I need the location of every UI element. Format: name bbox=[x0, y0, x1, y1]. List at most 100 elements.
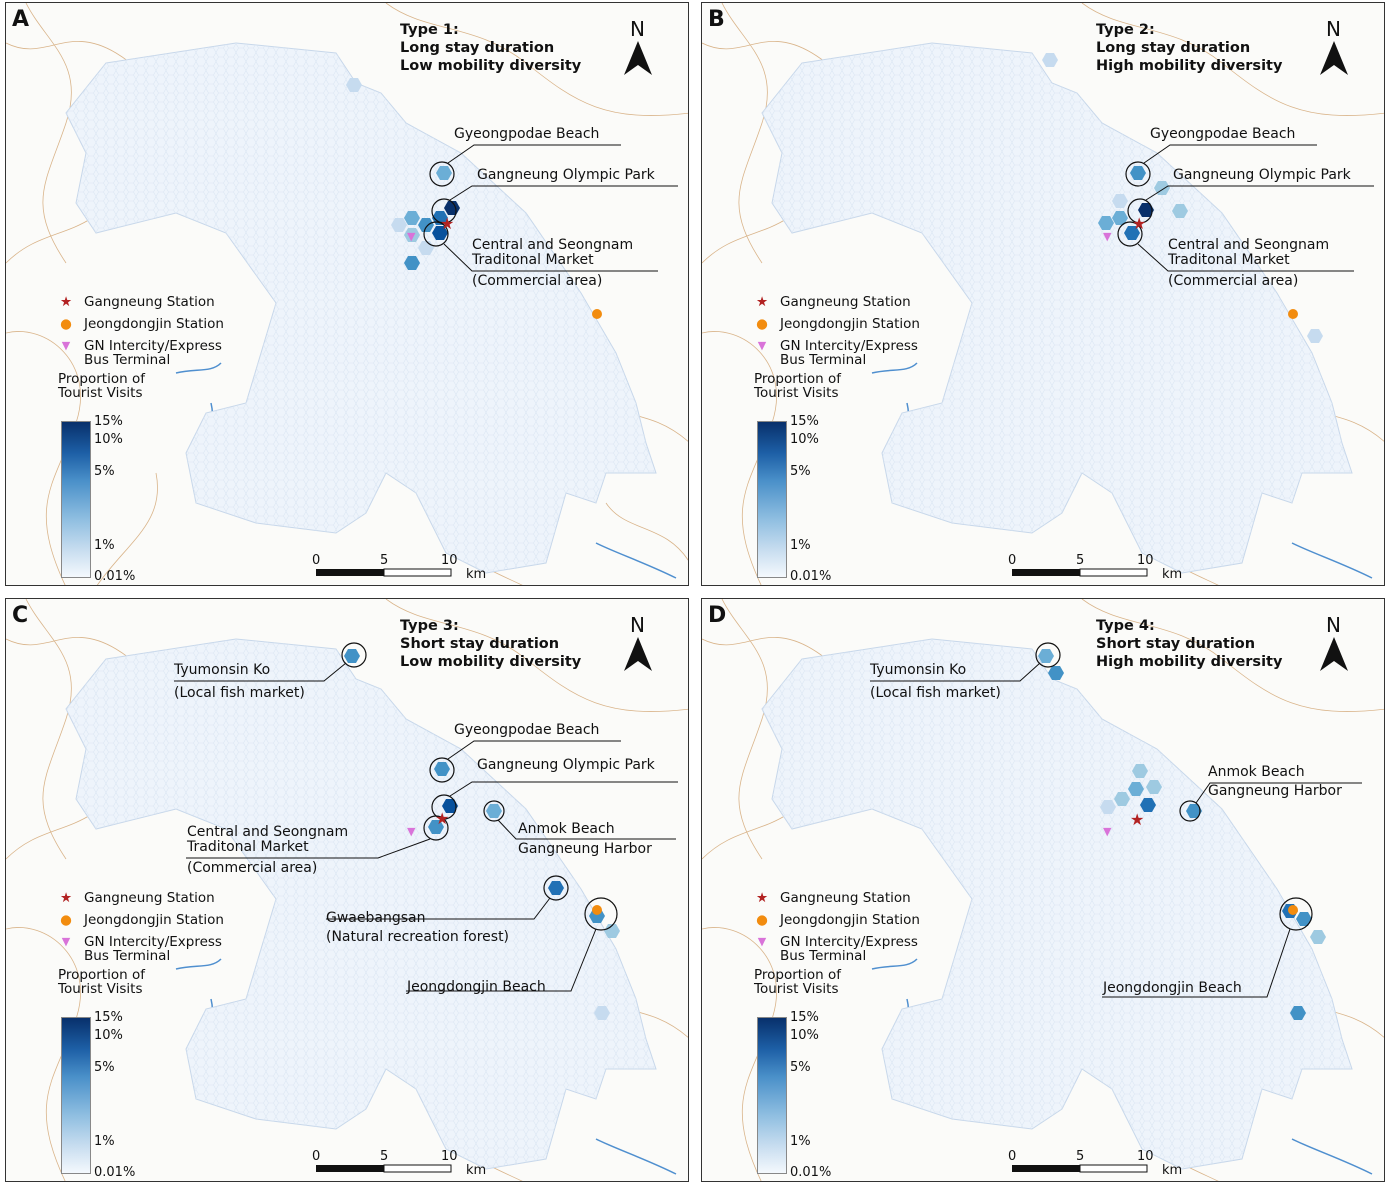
cbar-tick: 0.01% bbox=[94, 569, 136, 584]
star-icon: ★ bbox=[755, 294, 769, 310]
cbar-tick: 0.01% bbox=[790, 1165, 832, 1180]
callout-gwaebangsan-sub: (Natural recreation forest) bbox=[326, 929, 510, 945]
callout-tyumonsin-sub: (Local fish market) bbox=[870, 685, 1001, 701]
colorbar-title: Proportion of Tourist Visits bbox=[58, 967, 145, 997]
bus-terminal-marker: ▼ bbox=[407, 825, 416, 838]
panel-title: Type 3: Short stay duration Low mobility… bbox=[400, 618, 582, 670]
bus-terminal-marker: ▼ bbox=[407, 230, 416, 243]
jeongdongjin-station-marker bbox=[1288, 309, 1298, 319]
colorbar bbox=[757, 421, 787, 578]
station-star: ★ bbox=[435, 809, 449, 828]
colorbar bbox=[61, 421, 91, 578]
callout-circles bbox=[423, 161, 457, 247]
callout-circles bbox=[1035, 642, 1313, 931]
triangle-down-icon: ▼ bbox=[61, 339, 71, 352]
north-arrow-icon bbox=[1320, 637, 1348, 671]
scale-unit: km bbox=[466, 1163, 487, 1178]
cbar-tick: 1% bbox=[94, 1134, 115, 1149]
panel-title: Type 1: Long stay duration Low mobility … bbox=[400, 22, 582, 74]
cbar-tick: 10% bbox=[790, 1028, 819, 1043]
callout-gyeongpodae: Gyeongpodae Beach bbox=[454, 722, 600, 738]
hotspot-hexes bbox=[344, 649, 620, 1020]
north-indicator: N bbox=[1326, 613, 1341, 637]
leader-lines bbox=[443, 144, 678, 272]
callout-market-1: Central and Seongnam bbox=[1168, 237, 1330, 253]
callout-market-3: (Commercial area) bbox=[472, 273, 603, 289]
callout-market-1: Central and Seongnam bbox=[472, 237, 634, 253]
jeongdongjin-station-marker bbox=[1288, 905, 1298, 915]
scale-label: 10 bbox=[1137, 1149, 1154, 1164]
scale-label: 0 bbox=[312, 553, 321, 568]
leader-lines bbox=[174, 662, 678, 992]
callout-market-1: Central and Seongnam bbox=[187, 824, 349, 840]
callout-market-2: Traditonal Market bbox=[472, 252, 594, 268]
star-icon: ★ bbox=[755, 890, 769, 906]
panel-b: ★ ▼ B Type 2: Long stay duration High mo… bbox=[701, 2, 1385, 586]
scale-unit: km bbox=[1162, 1163, 1183, 1178]
cbar-tick: 15% bbox=[94, 1010, 123, 1025]
colorbar-title: Proportion of Tourist Visits bbox=[754, 371, 841, 401]
cbar-tick: 5% bbox=[790, 1060, 811, 1075]
map-base: ★ ▼ bbox=[702, 599, 1384, 1181]
circle-icon: ● bbox=[60, 316, 72, 332]
callout-gyeongpodae: Gyeongpodae Beach bbox=[454, 126, 600, 142]
map-base: ★ ▼ bbox=[6, 3, 688, 585]
cbar-tick: 1% bbox=[790, 1134, 811, 1149]
map-base: ★ ▼ bbox=[6, 599, 688, 1181]
circle-icon: ● bbox=[60, 912, 72, 928]
callout-tyumonsin: Tyumonsin Ko bbox=[870, 662, 967, 678]
north-indicator: N bbox=[630, 613, 645, 637]
panel-c: ★ ▼ C Type 3: Short stay duration Low mo… bbox=[5, 598, 689, 1182]
panel-letter: B bbox=[708, 7, 725, 32]
north-indicator: N bbox=[630, 17, 645, 41]
panel-letter: D bbox=[708, 603, 727, 628]
panel-letter: C bbox=[12, 603, 29, 628]
triangle-down-icon: ▼ bbox=[757, 935, 767, 948]
bus-terminal-marker: ▼ bbox=[1103, 825, 1112, 838]
callout-olympic-park: Gangneung Olympic Park bbox=[477, 757, 655, 773]
scale-unit: km bbox=[466, 567, 487, 582]
scale-label: 0 bbox=[1008, 1149, 1017, 1164]
station-star: ★ bbox=[1130, 810, 1144, 829]
callout-olympic-park: Gangneung Olympic Park bbox=[477, 167, 655, 183]
colorbar bbox=[61, 1017, 91, 1174]
scale-label: 10 bbox=[441, 553, 458, 568]
scale-label: 0 bbox=[1008, 553, 1017, 568]
scale-unit: km bbox=[1162, 567, 1183, 582]
scale-label: 5 bbox=[1076, 553, 1085, 568]
circle-icon: ● bbox=[756, 912, 768, 928]
leader-lines bbox=[870, 662, 1362, 998]
callout-circles bbox=[1117, 161, 1153, 247]
callout-circles bbox=[341, 642, 618, 931]
station-star: ★ bbox=[440, 214, 454, 233]
scale-label: 5 bbox=[380, 1149, 389, 1164]
callout-harbor: Gangneung Harbor bbox=[518, 841, 652, 857]
cbar-tick: 10% bbox=[94, 1028, 123, 1043]
scale-label: 0 bbox=[312, 1149, 321, 1164]
scale-label: 10 bbox=[1137, 553, 1154, 568]
callout-market-2: Traditonal Market bbox=[187, 839, 309, 855]
colorbar bbox=[757, 1017, 787, 1174]
callout-harbor: Gangneung Harbor bbox=[1208, 783, 1342, 799]
north-arrow-icon bbox=[624, 41, 652, 75]
panel-title: Type 2: Long stay duration High mobility… bbox=[1096, 22, 1283, 74]
triangle-down-icon: ▼ bbox=[61, 935, 71, 948]
panel-a: ★ ▼ A Type 1: Long stay duration Low mob… bbox=[5, 2, 689, 586]
star-icon: ★ bbox=[59, 294, 73, 310]
scale-label: 5 bbox=[380, 553, 389, 568]
cbar-tick: 15% bbox=[790, 414, 819, 429]
jeongdongjin-station-marker bbox=[592, 905, 602, 915]
colorbar-title: Proportion of Tourist Visits bbox=[754, 967, 841, 997]
cbar-tick: 1% bbox=[94, 538, 115, 553]
callout-market-3: (Commercial area) bbox=[1168, 273, 1299, 289]
cbar-tick: 5% bbox=[94, 464, 115, 479]
cbar-tick: 15% bbox=[94, 414, 123, 429]
callout-olympic-park: Gangneung Olympic Park bbox=[1173, 167, 1351, 183]
scale-label: 5 bbox=[1076, 1149, 1085, 1164]
callout-jeongdongjin: Jeongdongjin Beach bbox=[407, 979, 546, 995]
cbar-tick: 10% bbox=[94, 432, 123, 447]
hotspot-hexes bbox=[1042, 53, 1323, 343]
cbar-tick: 0.01% bbox=[790, 569, 832, 584]
map-base: ★ ▼ bbox=[702, 3, 1384, 585]
north-indicator: N bbox=[1326, 17, 1341, 41]
